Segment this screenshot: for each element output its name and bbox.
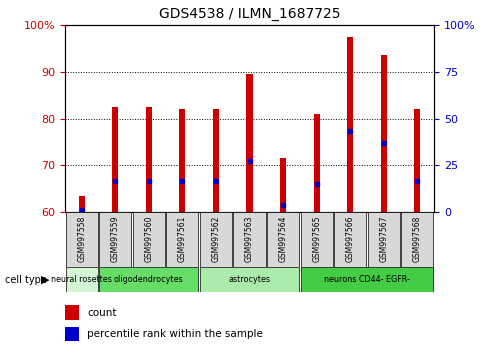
Text: GSM997559: GSM997559 [111,215,120,262]
Text: GSM997561: GSM997561 [178,215,187,262]
Bar [381,55,387,212]
Text: count: count [87,308,117,318]
Text: GSM997560: GSM997560 [144,215,153,262]
Text: GSM997568: GSM997568 [413,215,422,262]
FancyBboxPatch shape [300,267,434,292]
Title: GDS4538 / ILMN_1687725: GDS4538 / ILMN_1687725 [159,7,340,21]
Text: neurons CD44- EGFR-: neurons CD44- EGFR- [324,275,410,284]
Bar [414,109,420,212]
FancyBboxPatch shape [65,267,98,292]
FancyBboxPatch shape [401,212,434,267]
Text: GSM997565: GSM997565 [312,215,321,262]
Text: GSM997566: GSM997566 [346,215,355,262]
FancyBboxPatch shape [267,212,299,267]
FancyBboxPatch shape [234,212,265,267]
Bar [347,36,353,212]
Text: oligodendrocytes: oligodendrocytes [114,275,184,284]
Bar [247,74,252,212]
Bar [213,109,219,212]
FancyBboxPatch shape [200,212,232,267]
FancyBboxPatch shape [200,267,299,292]
FancyBboxPatch shape [133,212,165,267]
Text: GSM997564: GSM997564 [278,215,287,262]
Bar [65,326,79,341]
Text: astrocytes: astrocytes [229,275,270,284]
Bar [112,107,118,212]
Bar [280,159,286,212]
FancyBboxPatch shape [334,212,366,267]
FancyBboxPatch shape [300,212,333,267]
FancyBboxPatch shape [368,212,400,267]
Text: ▶: ▶ [40,275,49,285]
Bar [313,114,320,212]
Text: percentile rank within the sample: percentile rank within the sample [87,329,263,339]
Bar [65,305,79,320]
Bar [79,196,85,212]
FancyBboxPatch shape [99,212,131,267]
FancyBboxPatch shape [65,212,98,267]
FancyBboxPatch shape [166,212,199,267]
Text: neural rosettes: neural rosettes [51,275,112,284]
Text: cell type: cell type [5,275,47,285]
Text: GSM997567: GSM997567 [379,215,388,262]
Bar [179,109,186,212]
Text: GSM997563: GSM997563 [245,215,254,262]
Text: GSM997562: GSM997562 [212,215,221,262]
Bar [146,107,152,212]
Text: GSM997558: GSM997558 [77,215,86,262]
FancyBboxPatch shape [99,267,199,292]
